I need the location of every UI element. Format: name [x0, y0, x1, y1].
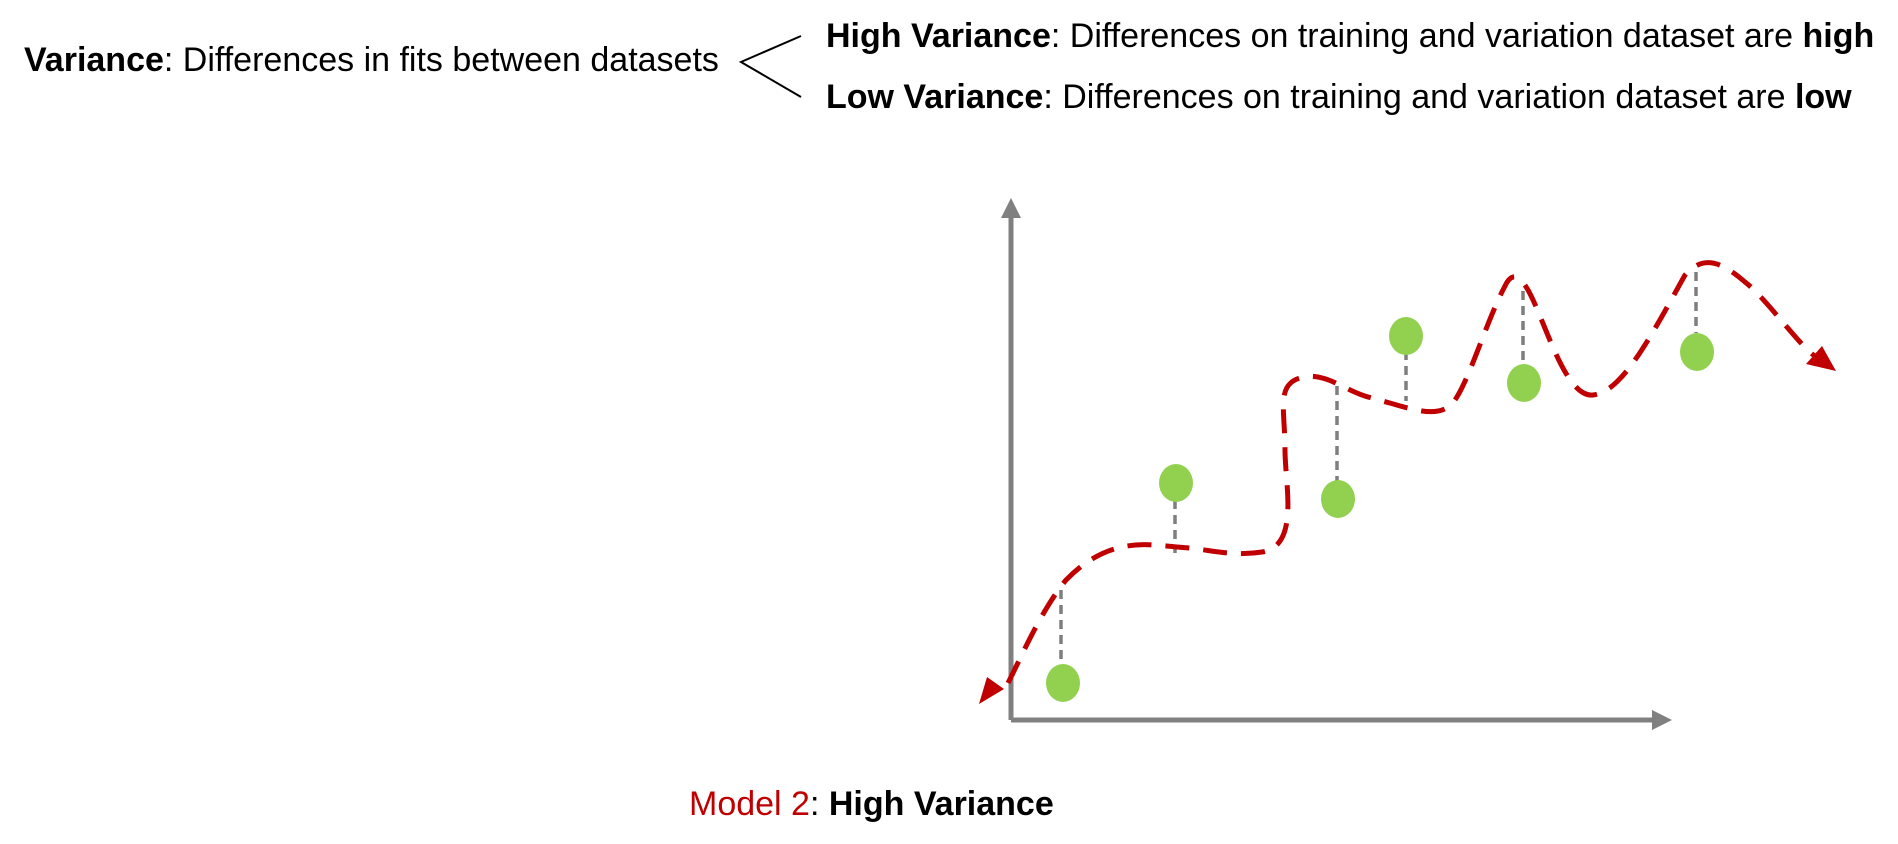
- low-variance-term: Low Variance: [826, 78, 1044, 116]
- data-point: [1507, 364, 1541, 402]
- data-point: [1159, 464, 1193, 502]
- model-caption: Model 2: High Variance: [689, 784, 1054, 824]
- high-variance-description: Differences on training and variation da…: [1060, 17, 1803, 55]
- fit-curve: [1005, 260, 1820, 685]
- data-point: [1321, 480, 1355, 518]
- high-variance-emphasis: high: [1802, 17, 1875, 55]
- low-variance-description: Differences on training and variation da…: [1052, 78, 1795, 116]
- curve-arrow-end: [1806, 346, 1836, 371]
- high-variance-sep: :: [1050, 17, 1061, 55]
- variance-sep: :: [163, 41, 174, 79]
- low-variance-emphasis: low: [1794, 78, 1852, 116]
- data-point: [1680, 333, 1714, 371]
- model-name: Model 2: [689, 785, 810, 823]
- variance-term: Variance: [24, 41, 164, 79]
- curve-arrow-start: [979, 677, 1004, 704]
- data-point: [1046, 664, 1080, 702]
- variance-description: Differences in fits between datasets: [173, 41, 719, 79]
- low-variance-sep: :: [1043, 78, 1053, 116]
- high-variance-line: High Variance: Differences on training a…: [826, 16, 1874, 56]
- data-point: [1389, 317, 1423, 355]
- caption-sep: :: [809, 785, 829, 823]
- high-variance-term: High Variance: [826, 17, 1051, 55]
- model-variance-label: High Variance: [828, 785, 1054, 823]
- variance-definition: Variance: Differences in fits between da…: [24, 40, 719, 80]
- low-variance-line: Low Variance: Differences on training an…: [826, 77, 1852, 117]
- branch-bracket: [738, 35, 802, 98]
